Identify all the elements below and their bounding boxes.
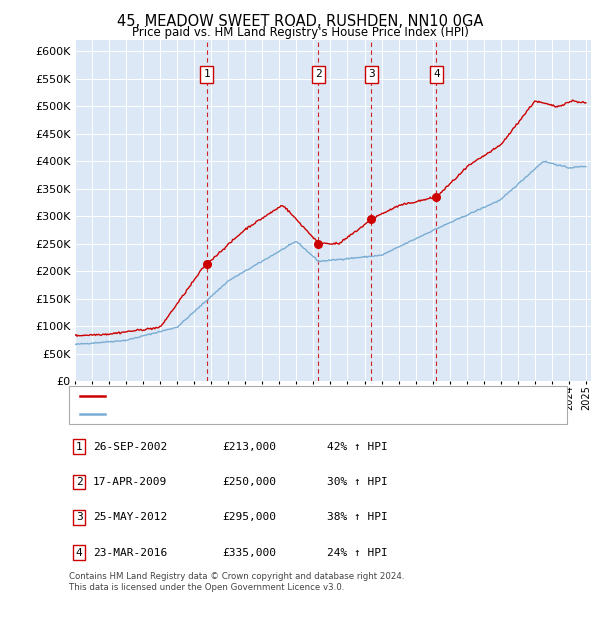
- Text: 45, MEADOW SWEET ROAD, RUSHDEN, NN10 0GA: 45, MEADOW SWEET ROAD, RUSHDEN, NN10 0GA: [117, 14, 483, 29]
- Text: 2: 2: [315, 69, 322, 79]
- Text: 2: 2: [76, 477, 83, 487]
- Text: £250,000: £250,000: [222, 477, 276, 487]
- Text: 30% ↑ HPI: 30% ↑ HPI: [327, 477, 388, 487]
- Text: 26-SEP-2002: 26-SEP-2002: [93, 441, 167, 452]
- Text: 45, MEADOW SWEET ROAD, RUSHDEN, NN10 0GA (detached house): 45, MEADOW SWEET ROAD, RUSHDEN, NN10 0GA…: [110, 391, 466, 401]
- Text: £295,000: £295,000: [222, 512, 276, 523]
- Text: 17-APR-2009: 17-APR-2009: [93, 477, 167, 487]
- Text: 1: 1: [203, 69, 210, 79]
- Text: 1: 1: [76, 441, 83, 452]
- Text: 3: 3: [76, 512, 83, 523]
- Text: 4: 4: [433, 69, 440, 79]
- Text: £335,000: £335,000: [222, 547, 276, 558]
- Text: 24% ↑ HPI: 24% ↑ HPI: [327, 547, 388, 558]
- Text: HPI: Average price, detached house, North Northamptonshire: HPI: Average price, detached house, Nort…: [110, 409, 472, 419]
- Text: Price paid vs. HM Land Registry's House Price Index (HPI): Price paid vs. HM Land Registry's House …: [131, 26, 469, 39]
- Text: 42% ↑ HPI: 42% ↑ HPI: [327, 441, 388, 452]
- Text: 3: 3: [368, 69, 374, 79]
- Text: 38% ↑ HPI: 38% ↑ HPI: [327, 512, 388, 523]
- Text: 25-MAY-2012: 25-MAY-2012: [93, 512, 167, 523]
- Text: 23-MAR-2016: 23-MAR-2016: [93, 547, 167, 558]
- Text: Contains HM Land Registry data © Crown copyright and database right 2024.
This d: Contains HM Land Registry data © Crown c…: [69, 572, 404, 591]
- Text: £213,000: £213,000: [222, 441, 276, 452]
- Text: 4: 4: [76, 547, 83, 558]
